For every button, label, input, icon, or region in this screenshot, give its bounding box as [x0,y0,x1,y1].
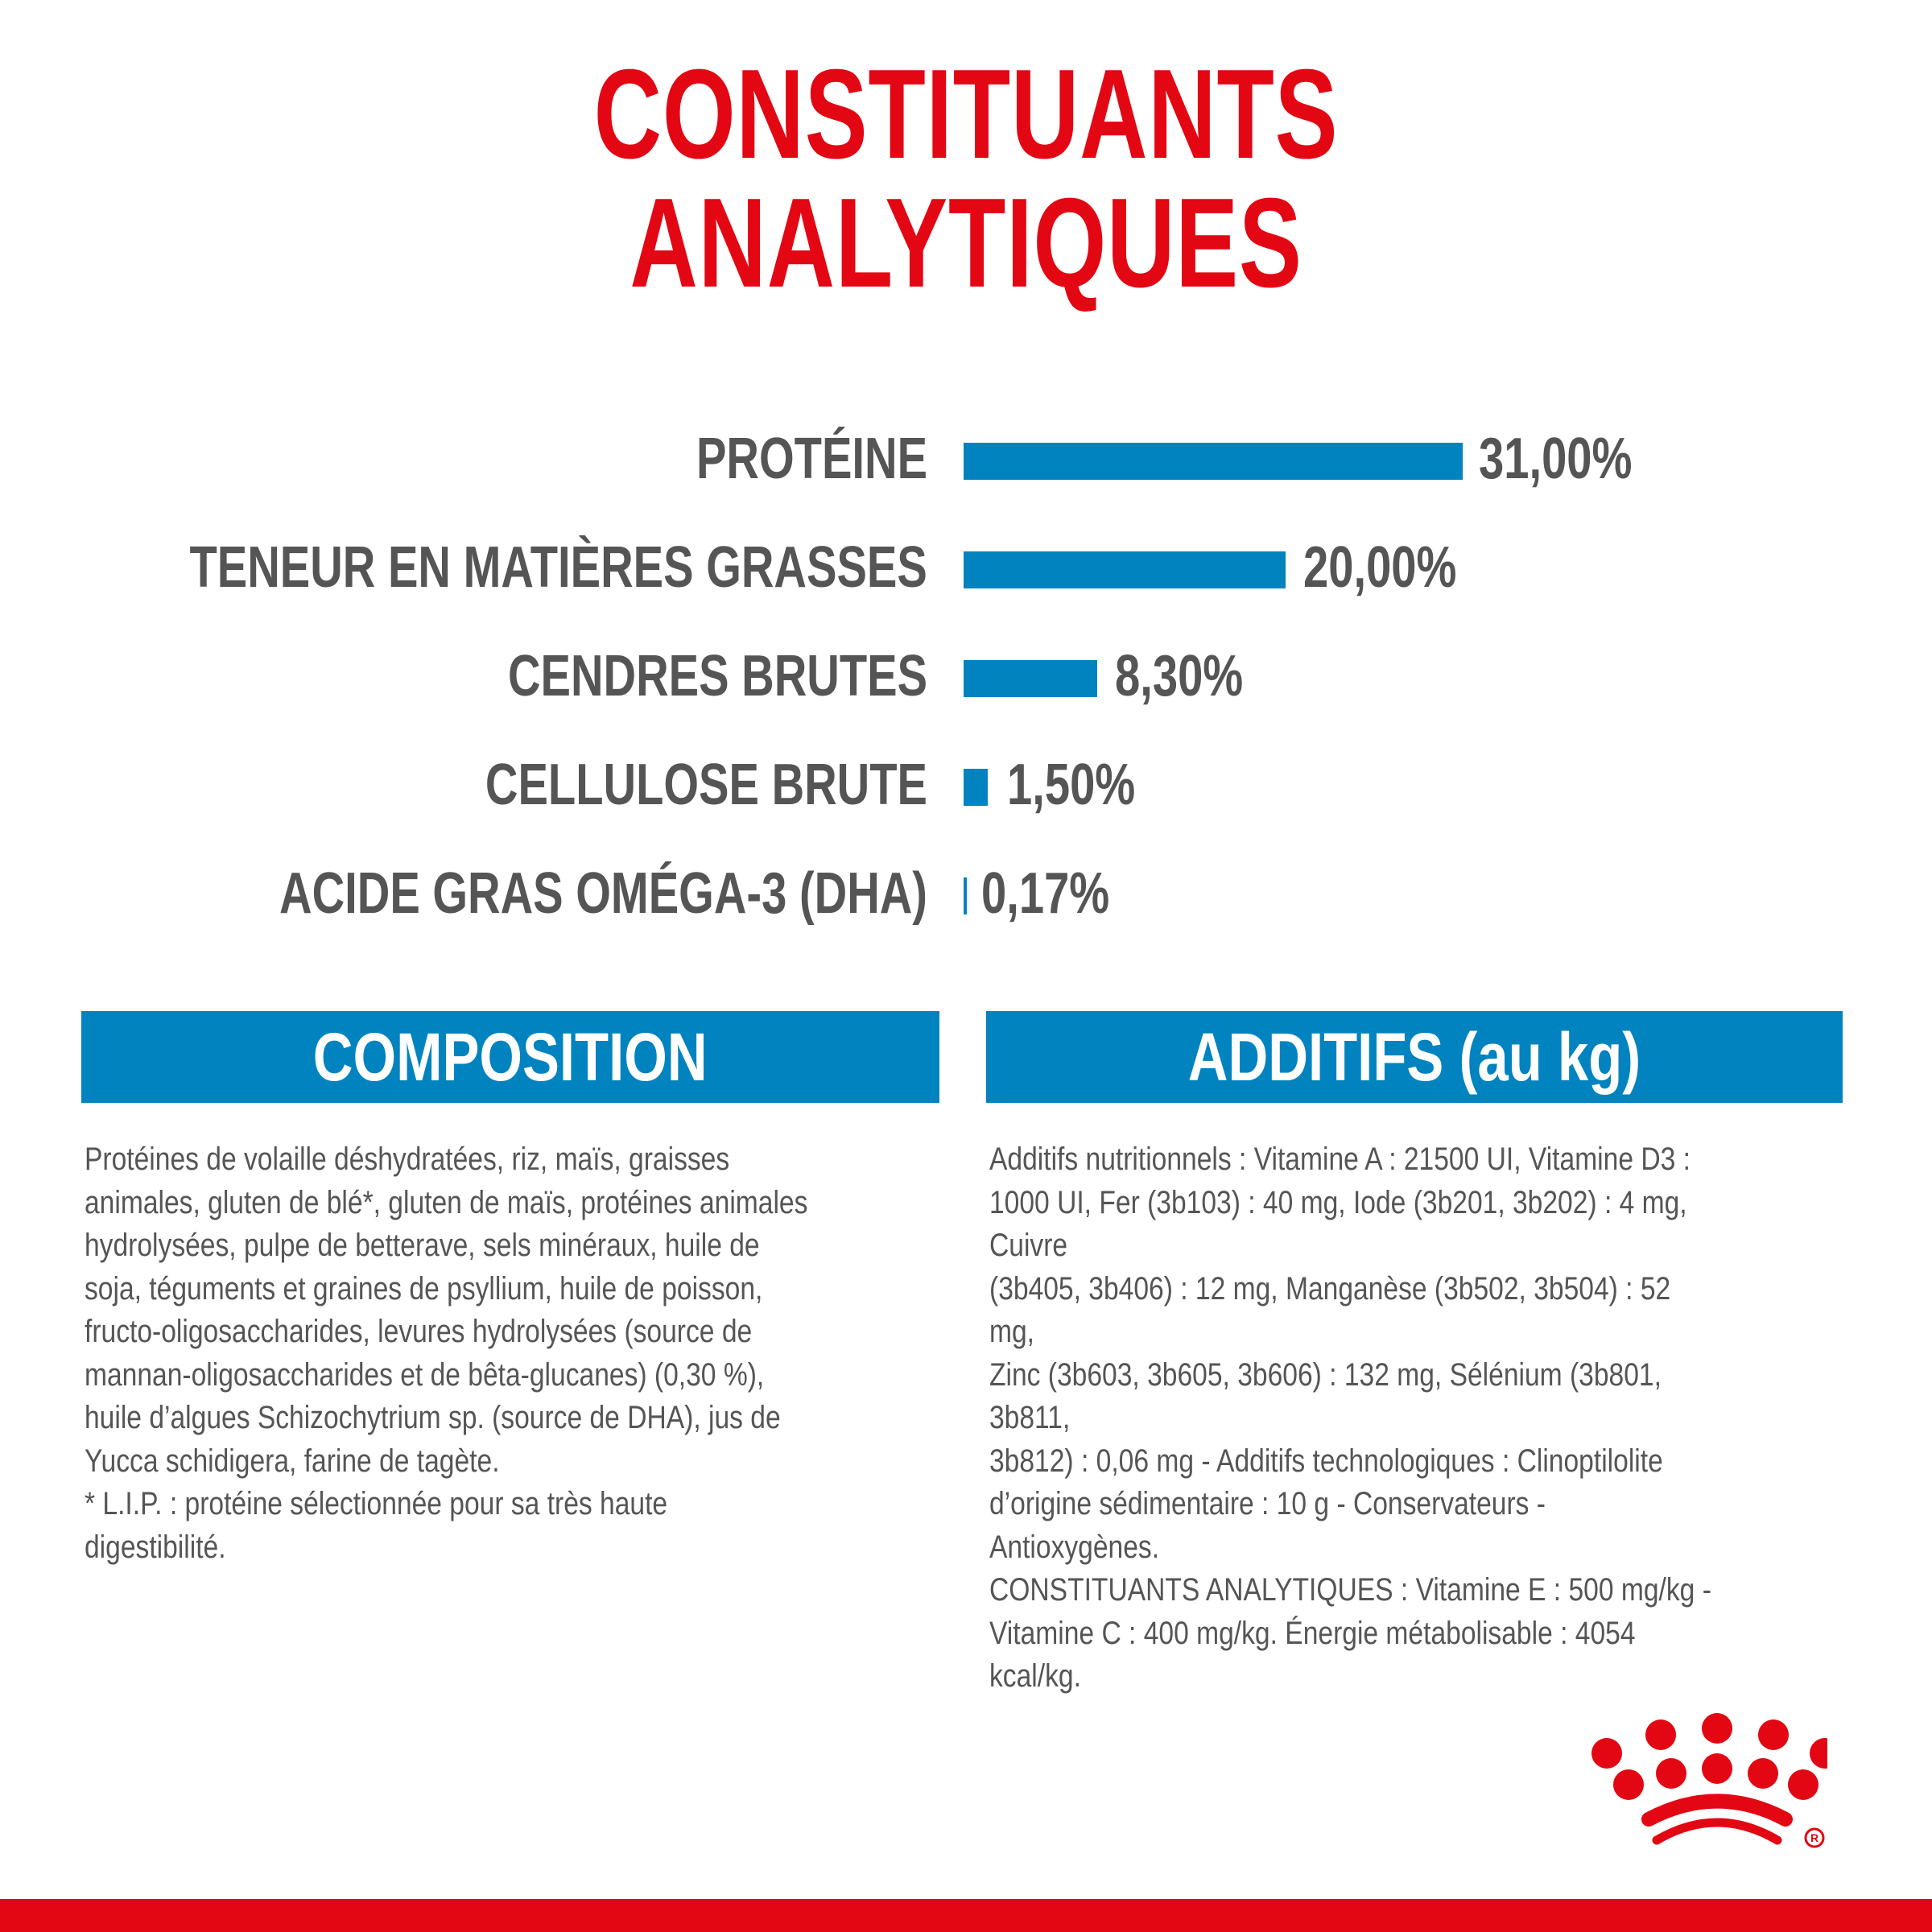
additifs-text: Additifs nutritionnels : Vitamine A : 21… [989,1141,1711,1694]
chart-bar [964,769,988,806]
chart-row-fat: TENEUR EN MATIÈRES GRASSES 20,00% [0,535,1932,600]
chart-bar [964,551,1286,588]
chart-bar [964,660,1097,697]
chart-label: ACIDE GRAS OMÉGA-3 (DHA) [279,861,927,926]
svg-text:R: R [1810,1831,1818,1844]
chart-label: CENDRES BRUTES [507,644,927,708]
chart-row-protein: PROTÉINE 31,00% [0,427,1932,491]
chart-bar [964,443,1463,480]
chart-row-fibre: CELLULOSE BRUTE 1,50% [0,753,1932,817]
crown-logo-icon: R [1586,1707,1840,1868]
chart-value: 31,00% [1479,427,1633,491]
chart-value: 0,17% [981,861,1110,926]
chart-value: 8,30% [1115,644,1244,708]
chart-label: TENEUR EN MATIÈRES GRASSES [189,535,927,600]
chart-value: 20,00% [1303,535,1457,600]
chart-row-ash: CENDRES BRUTES 8,30% [0,644,1932,708]
chart-row-omega3: ACIDE GRAS OMÉGA-3 (DHA) 0,17% [0,861,1932,926]
composition-header: COMPOSITION [81,1011,939,1103]
footer-red-bar [0,1899,1932,1932]
composition-header-label: COMPOSITION [313,1019,708,1095]
chart-label: CELLULOSE BRUTE [485,753,927,817]
additifs-header-label: ADDITIFS (au kg) [1187,1019,1641,1095]
chart-label: PROTÉINE [696,427,927,491]
page-title: CONSTITUANTS ANALYTIQUES [593,43,1339,314]
additifs-header: ADDITIFS (au kg) [986,1011,1843,1103]
chart-value: 1,50% [1007,753,1136,817]
chart-bar [964,877,967,914]
composition-text: Protéines de volaille déshydratées, riz,… [85,1141,808,1565]
